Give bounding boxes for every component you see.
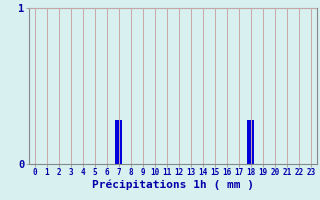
Bar (247, 120, 254, 164)
X-axis label: Précipitations 1h ( mm ): Précipitations 1h ( mm ) (92, 180, 254, 190)
Bar (115, 120, 123, 164)
